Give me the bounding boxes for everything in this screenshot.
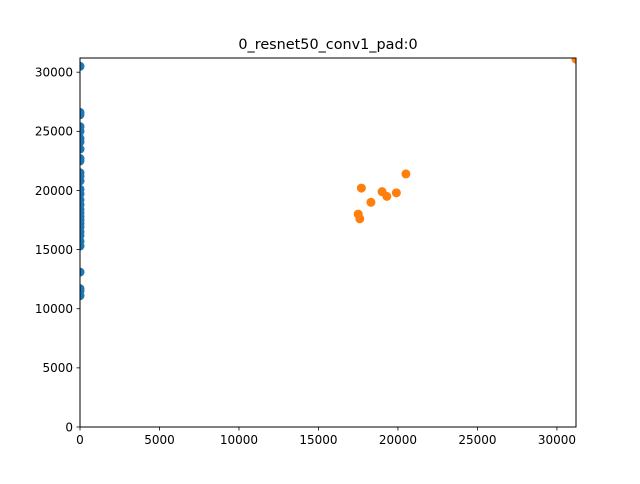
- series-2-point: [366, 197, 376, 207]
- x-tick-label: 0: [76, 433, 84, 447]
- x-tick-label: 15000: [299, 433, 337, 447]
- chart-title: 0_resnet50_conv1_pad:0: [238, 37, 417, 53]
- y-tick-label: 30000: [35, 65, 73, 79]
- y-tick-label: 25000: [35, 125, 73, 139]
- series-1-point: [80, 126, 85, 136]
- series-1-point: [80, 110, 85, 120]
- series-1-point: [80, 291, 85, 301]
- x-tick-label: 10000: [220, 433, 258, 447]
- points-layer: [80, 58, 576, 301]
- plot-frame: [79, 57, 577, 428]
- x-tick-label: 20000: [379, 433, 417, 447]
- series-1-point: [80, 61, 85, 71]
- y-axis: 0 5000 10000 15000 20000 25000 30000: [35, 65, 80, 434]
- x-tick-label: 5000: [144, 433, 175, 447]
- y-tick-label: 0: [65, 420, 73, 434]
- y-tick-label: 10000: [35, 302, 73, 316]
- series-2-point: [391, 188, 401, 198]
- series-2-point: [355, 214, 365, 224]
- x-tick-label: 25000: [458, 433, 496, 447]
- y-tick-label: 15000: [35, 243, 73, 257]
- x-axis: 0 5000 10000 15000 20000 25000 30000: [76, 427, 576, 447]
- series-1-point: [80, 156, 85, 166]
- y-tick-label: 5000: [42, 361, 73, 375]
- series-2-point: [571, 58, 576, 64]
- series-1-point: [80, 144, 85, 154]
- y-tick-label: 20000: [35, 184, 73, 198]
- series-1-point: [80, 267, 85, 277]
- series-2-point: [356, 183, 366, 193]
- series-1-point: [80, 137, 85, 147]
- series-2-point: [401, 169, 411, 179]
- x-tick-label: 30000: [538, 433, 576, 447]
- series-2-point: [382, 191, 392, 201]
- series-1-point: [80, 241, 85, 251]
- series-1-point: [80, 176, 85, 186]
